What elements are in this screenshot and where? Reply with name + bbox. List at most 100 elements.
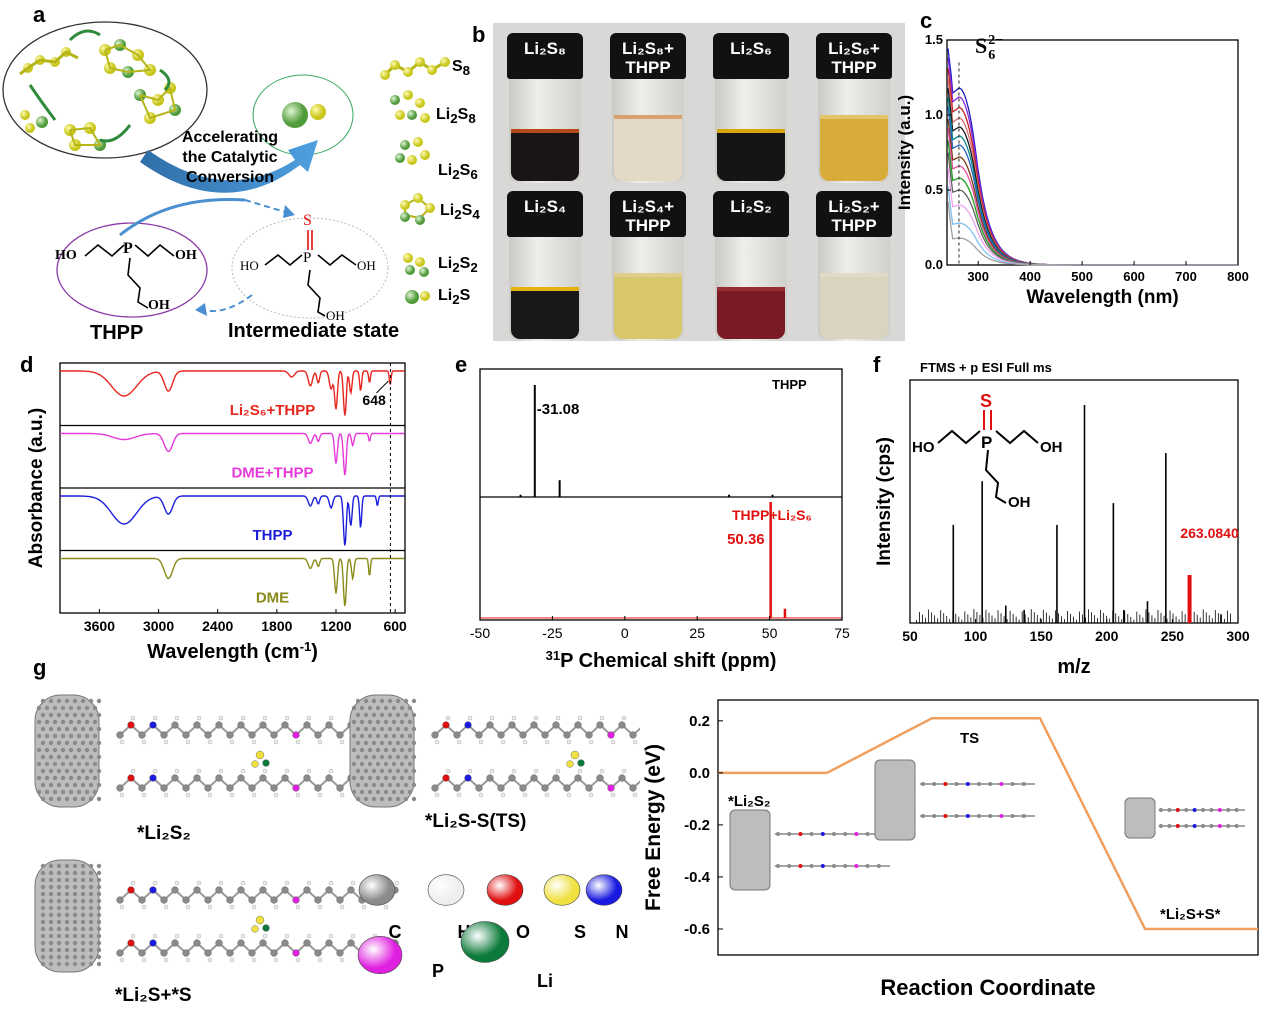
carbon-atom bbox=[395, 698, 401, 704]
chain-atom bbox=[138, 784, 146, 792]
mass-spec-chart: FTMS + p ESI Full ms 263.0840 50 100 150 200 2… bbox=[874, 360, 1250, 678]
carbon-atom bbox=[411, 768, 417, 774]
center-text-line-1: Accelerating bbox=[181, 129, 279, 146]
carbon-atom bbox=[391, 719, 397, 725]
carbon-atom bbox=[80, 782, 86, 788]
chain-atom bbox=[453, 784, 461, 792]
carbon-atom bbox=[72, 919, 78, 925]
carbon-atom bbox=[359, 775, 365, 781]
mini-atom bbox=[921, 782, 925, 786]
h-atom bbox=[273, 957, 279, 963]
carbon-atom bbox=[68, 733, 74, 739]
carbon-atom bbox=[96, 919, 102, 925]
h-atom bbox=[478, 792, 484, 798]
carbon-atom bbox=[391, 705, 397, 711]
chain-atom bbox=[431, 731, 439, 739]
legend-li2s4-sub2: 4 bbox=[472, 207, 480, 223]
legend-li2s6: Li2S6 bbox=[438, 162, 478, 182]
carbon-atom bbox=[351, 747, 357, 753]
carbon-atom bbox=[56, 863, 62, 869]
int-ho-left: HO bbox=[240, 258, 259, 273]
carbon-atom bbox=[88, 933, 94, 939]
h-atom bbox=[566, 739, 572, 745]
chain-atom bbox=[182, 731, 190, 739]
y-tick-label: -0.6 bbox=[684, 921, 710, 938]
chain-atom bbox=[182, 896, 190, 904]
carbon-atom bbox=[56, 919, 62, 925]
carbon-atom bbox=[68, 761, 74, 767]
carbon-atom bbox=[88, 796, 94, 802]
h-atom bbox=[533, 715, 539, 721]
carbon-atom bbox=[56, 740, 62, 746]
mini-atom bbox=[1010, 814, 1015, 818]
panel-d-letter: d bbox=[20, 352, 34, 377]
carbon-atom bbox=[88, 870, 94, 876]
carbon-atom bbox=[80, 884, 86, 890]
carbon-atom bbox=[403, 796, 409, 802]
carbon-atom bbox=[48, 796, 54, 802]
h-atom bbox=[306, 880, 312, 886]
carbon-atom bbox=[64, 698, 70, 704]
carbon-atom bbox=[64, 877, 70, 883]
h-atom bbox=[394, 933, 400, 939]
uv-annotation: S 2− 6 bbox=[975, 33, 1003, 63]
carbon-atom bbox=[379, 768, 385, 774]
carbon-atom bbox=[379, 698, 385, 704]
h-atom bbox=[273, 792, 279, 798]
carbon-atom bbox=[367, 719, 373, 725]
carbon-atom bbox=[64, 796, 70, 802]
chain-atom bbox=[574, 774, 582, 782]
carbon-atom bbox=[359, 789, 365, 795]
uv-annotation-s: S bbox=[975, 33, 988, 59]
carbon-atom bbox=[359, 705, 365, 711]
carbon-atom bbox=[52, 719, 58, 725]
carbon-atom bbox=[88, 926, 94, 932]
legend-li2s2-sub: 2 bbox=[452, 260, 460, 276]
mini-atom bbox=[1010, 782, 1015, 786]
vial-cap bbox=[610, 191, 686, 237]
h-atom bbox=[295, 792, 301, 798]
h-atom bbox=[284, 768, 290, 774]
mini-atom bbox=[977, 782, 981, 786]
plot-frame bbox=[717, 699, 1259, 956]
legend-li2s2-icon bbox=[403, 253, 429, 277]
thpp-chain bbox=[431, 715, 640, 745]
vial-label-line2: THPP bbox=[831, 216, 877, 235]
chain-atom bbox=[171, 774, 179, 782]
chain-atom bbox=[486, 721, 494, 729]
mini-atom bbox=[954, 782, 959, 786]
atom-legend-sphere bbox=[585, 874, 623, 906]
carbon-atom bbox=[371, 726, 377, 732]
carbon-atom bbox=[407, 775, 413, 781]
h-atom bbox=[284, 715, 290, 721]
carbon-atom bbox=[80, 891, 86, 897]
carbon-atom bbox=[72, 940, 78, 946]
carbon-atom bbox=[387, 768, 393, 774]
carbon-atom bbox=[355, 740, 361, 746]
h-atom bbox=[163, 957, 169, 963]
mini-atom bbox=[988, 782, 993, 786]
carbon-atom bbox=[40, 912, 46, 918]
carbon-atom bbox=[48, 870, 54, 876]
legend-li2s-main: Li bbox=[438, 287, 453, 304]
structure-bond bbox=[995, 429, 1039, 445]
chain-atom bbox=[149, 939, 157, 947]
x-axis-label: Wavelength (nm) bbox=[1026, 287, 1178, 308]
chain-atom bbox=[530, 774, 538, 782]
carbon-atom bbox=[60, 789, 66, 795]
mini-atom bbox=[1201, 824, 1205, 828]
free-energy-chart: 0.2 0.0 -0.2 -0.4 -0.6 *Li₂S₂ TS *Li₂S+S* Reacti… bbox=[642, 699, 1259, 1000]
carbon-atom bbox=[96, 754, 102, 760]
h-atom bbox=[361, 904, 367, 910]
chain-atom bbox=[193, 939, 201, 947]
chain-atom bbox=[127, 886, 135, 894]
thpp-chain bbox=[431, 768, 640, 798]
carbon-atom bbox=[84, 733, 90, 739]
panel-b-letter: b bbox=[472, 22, 486, 47]
energy-profile bbox=[718, 716, 1258, 931]
h-atom bbox=[588, 792, 594, 798]
carbon-atom bbox=[80, 754, 86, 760]
chain-atom bbox=[497, 731, 505, 739]
carbon-atom bbox=[395, 796, 401, 802]
uv-series-line bbox=[947, 201, 1238, 266]
